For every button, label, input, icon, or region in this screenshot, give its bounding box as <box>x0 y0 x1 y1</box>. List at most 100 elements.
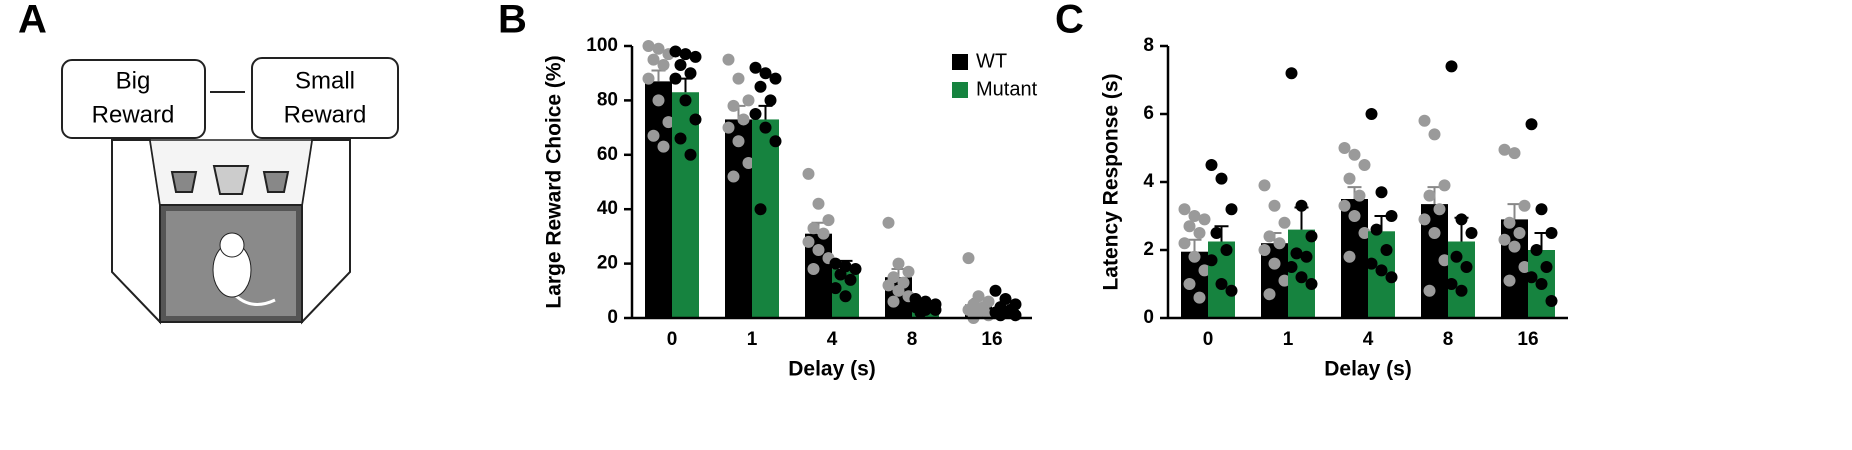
data-point <box>1353 189 1366 202</box>
y-tick-label: 6 <box>1143 103 1154 124</box>
data-point <box>1225 203 1238 216</box>
data-point <box>1445 60 1458 73</box>
data-point <box>742 156 755 169</box>
legend-label: WT <box>976 50 1007 72</box>
y-tick-label: 0 <box>607 307 618 328</box>
data-point <box>669 72 682 85</box>
x-tick-label: 0 <box>667 329 678 350</box>
data-point <box>769 72 782 85</box>
data-point <box>1290 247 1303 260</box>
x-axis-title: Delay (s) <box>788 358 876 381</box>
data-point <box>1418 114 1431 127</box>
y-tick-label: 40 <box>597 198 618 219</box>
data-point <box>684 67 697 80</box>
data-point <box>749 61 762 74</box>
data-point <box>1375 186 1388 199</box>
data-point <box>1205 159 1218 171</box>
data-point <box>1009 309 1022 322</box>
data-point <box>1365 108 1378 120</box>
data-point <box>829 257 842 270</box>
data-point <box>1503 216 1516 229</box>
x-tick-label: 16 <box>981 329 1002 350</box>
data-point <box>647 53 660 66</box>
x-axis-title: Delay (s) <box>1324 358 1412 381</box>
data-point <box>1525 118 1538 131</box>
data-point <box>642 72 655 85</box>
chamber-wall <box>111 139 161 325</box>
data-point <box>1305 278 1318 290</box>
data-point <box>1215 278 1228 290</box>
data-point <box>1438 254 1451 267</box>
x-tick-label: 1 <box>1283 329 1294 350</box>
data-point <box>1428 128 1441 141</box>
data-point <box>1188 210 1201 222</box>
data-point <box>1193 227 1206 239</box>
panel-label: C <box>1055 0 1084 42</box>
data-point <box>1535 203 1548 216</box>
data-point <box>769 135 782 148</box>
x-tick-label: 4 <box>1363 329 1374 350</box>
y-axis-title: Latency Response (s) <box>1100 73 1123 290</box>
data-point <box>807 222 820 235</box>
data-point <box>1193 291 1206 304</box>
data-point <box>929 303 942 316</box>
data-point <box>1455 284 1468 297</box>
data-point <box>754 80 767 93</box>
data-point <box>994 309 1007 322</box>
data-point <box>1268 199 1281 212</box>
data-point <box>749 108 762 120</box>
data-point <box>1268 257 1281 270</box>
data-point <box>1220 244 1233 256</box>
data-point <box>722 53 735 66</box>
data-point <box>1178 203 1191 216</box>
data-point <box>1508 147 1521 160</box>
data-point <box>652 42 665 55</box>
data-point <box>1385 210 1398 222</box>
data-point <box>802 167 815 180</box>
data-point <box>1348 210 1361 222</box>
data-point <box>652 94 665 107</box>
data-point <box>647 129 660 142</box>
data-point <box>1263 288 1276 301</box>
y-tick-label: 8 <box>1143 35 1154 56</box>
lever <box>262 171 290 193</box>
data-point <box>722 121 735 134</box>
chamber-wall <box>301 139 351 325</box>
data-point <box>1513 227 1526 239</box>
data-point <box>754 203 767 216</box>
x-tick-label: 0 <box>1203 329 1214 350</box>
data-point <box>849 263 862 276</box>
y-tick-label: 80 <box>597 89 618 110</box>
data-point <box>1465 227 1478 239</box>
box-label: Small <box>295 67 355 94</box>
data-point <box>1535 278 1548 290</box>
data-point <box>727 99 740 112</box>
data-point <box>807 263 820 276</box>
panel-label: A <box>18 0 47 42</box>
data-point <box>674 59 687 72</box>
data-point <box>882 279 895 292</box>
mouse-head <box>219 232 245 258</box>
y-axis-title: Large Reward Choice (%) <box>543 55 566 308</box>
data-point <box>1215 172 1228 185</box>
data-point <box>1508 240 1521 253</box>
box-label: Reward <box>284 101 367 128</box>
data-point <box>1183 220 1196 233</box>
bar <box>672 92 699 319</box>
data-point <box>822 214 835 227</box>
x-tick-label: 8 <box>1443 329 1454 350</box>
data-point <box>1518 199 1531 212</box>
data-point <box>902 265 915 278</box>
data-point <box>1198 213 1211 226</box>
data-point <box>1183 278 1196 290</box>
data-point <box>1545 227 1558 239</box>
data-point <box>642 40 655 52</box>
data-point <box>812 244 825 256</box>
data-point <box>1300 250 1313 263</box>
data-point <box>887 295 900 308</box>
data-point <box>732 72 745 85</box>
data-point <box>1518 261 1531 273</box>
data-point <box>812 197 825 210</box>
data-point <box>1210 227 1223 239</box>
